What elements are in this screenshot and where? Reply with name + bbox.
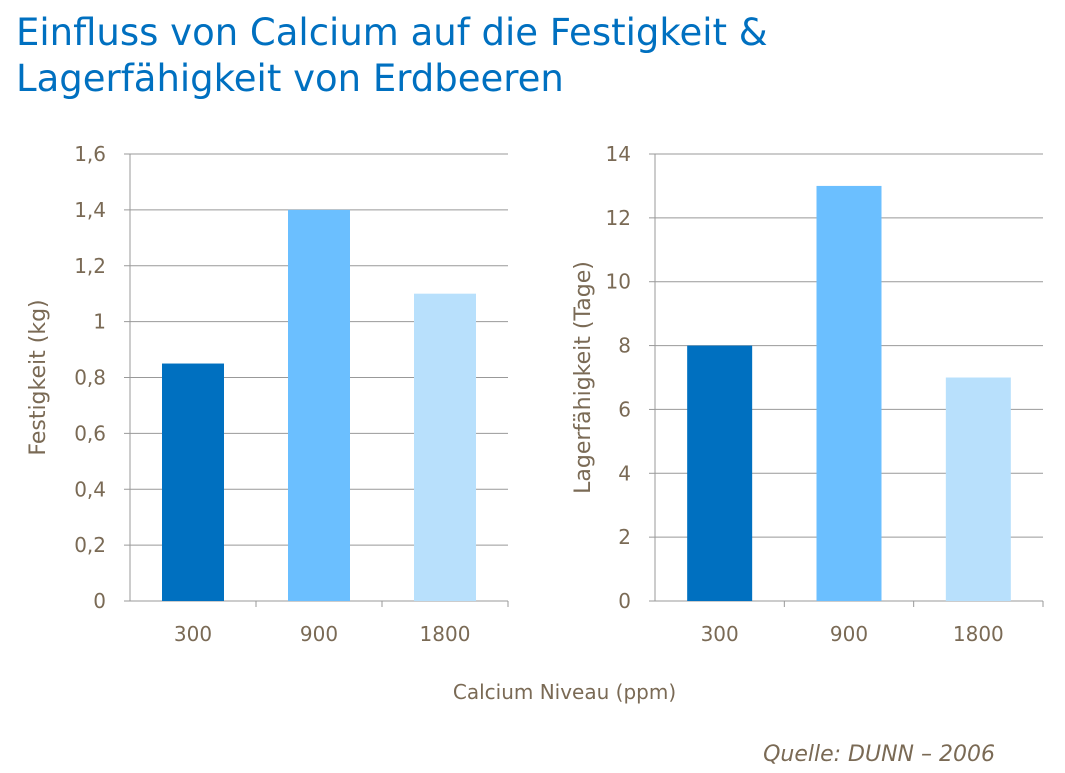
y-tick-label: 6 xyxy=(618,397,631,421)
y-tick-label: 8 xyxy=(618,334,631,358)
y-tick-label: 12 xyxy=(606,206,631,230)
y-tick-label: 2 xyxy=(618,525,631,549)
y-tick-label: 1,4 xyxy=(74,198,106,222)
y-axis-label: Festigkeit (kg) xyxy=(26,299,51,455)
x-tick-label: 900 xyxy=(830,622,868,646)
y-tick-label: 0,4 xyxy=(74,477,106,501)
x-tick-label: 900 xyxy=(300,622,338,646)
y-tick-label: 1,2 xyxy=(74,254,106,278)
y-tick-label: 1,6 xyxy=(74,142,106,166)
x-axis-label-text: Calcium Niveau (ppm) xyxy=(452,680,677,704)
y-tick-label: 10 xyxy=(606,270,631,294)
bar-1800 xyxy=(945,377,1011,601)
bar-900 xyxy=(816,185,882,601)
x-tick-label: 1800 xyxy=(953,622,1004,646)
x-tick-label: 300 xyxy=(174,622,212,646)
chart-title: Einfluss von Calcium auf die Festigkeit … xyxy=(16,11,768,100)
y-axis-label: Lagerfähigkeit (Tage) xyxy=(571,261,596,494)
y-tick-label: 0,6 xyxy=(74,421,106,445)
y-tick-label: 1 xyxy=(93,310,106,334)
x-axis-label: Calcium Niveau (ppm) xyxy=(0,680,1065,704)
y-tick-label: 4 xyxy=(618,461,631,485)
bar-1800 xyxy=(414,293,476,601)
source-note: Quelle: DUNN – 2006 xyxy=(763,742,995,767)
bar-300 xyxy=(687,345,753,601)
bar-300 xyxy=(162,363,224,601)
y-tick-label: 14 xyxy=(606,142,631,166)
y-tick-label: 0,8 xyxy=(74,366,106,390)
y-tick-label: 0 xyxy=(93,589,106,613)
x-tick-label: 300 xyxy=(701,622,739,646)
x-tick-label: 1800 xyxy=(420,622,471,646)
bar-900 xyxy=(288,209,350,601)
y-tick-label: 0 xyxy=(618,589,631,613)
y-tick-label: 0,2 xyxy=(74,533,106,557)
